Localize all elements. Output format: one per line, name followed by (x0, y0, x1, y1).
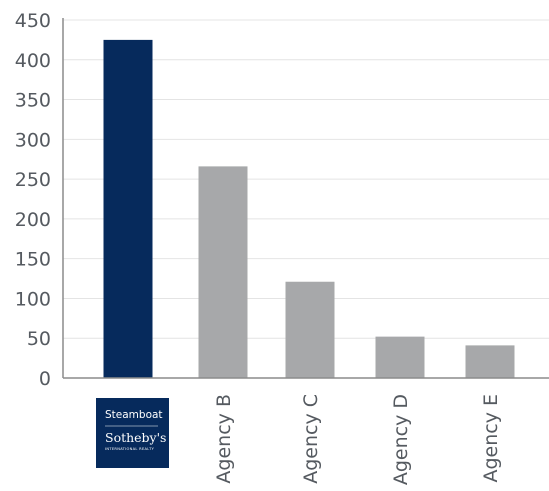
steamboat-sothebys-logo: Steamboat Sotheby's INTERNATIONAL REALTY (96, 398, 169, 468)
x-category-label: Agency B (213, 394, 235, 484)
bar-4 (375, 336, 425, 378)
y-tick-label: 200 (15, 209, 51, 231)
logo-line-steamboat: Steamboat (105, 409, 163, 421)
bar-1 (103, 39, 153, 379)
bar-3 (285, 281, 335, 378)
y-tick-label: 400 (15, 50, 51, 72)
y-tick-label: 100 (15, 288, 51, 310)
y-tick-label: 250 (15, 169, 51, 191)
y-tick-labels: 0 50 100 150 200 250 300 350 400 450 (15, 10, 51, 390)
bar-5 (465, 345, 515, 378)
x-category-label: Agency D (390, 394, 412, 485)
y-tick-label: 150 (15, 249, 51, 271)
y-tick-label: 300 (15, 129, 51, 151)
y-tick-label: 0 (39, 368, 51, 390)
bar-2 (198, 166, 248, 378)
y-tick-label: 350 (15, 90, 51, 112)
logo-background (96, 398, 169, 468)
y-tick-label: 450 (15, 10, 51, 32)
bars (103, 39, 515, 379)
axes (62, 18, 549, 379)
logo-line-realty: INTERNATIONAL REALTY (105, 447, 155, 451)
x-category-label: Agency C (300, 394, 322, 484)
y-tick-label: 50 (27, 328, 51, 350)
logo-line-sothebys: Sotheby's (105, 430, 166, 445)
x-category-label: Agency E (480, 394, 502, 483)
x-category-labels: Agency B Agency C Agency D Agency E (213, 394, 502, 485)
